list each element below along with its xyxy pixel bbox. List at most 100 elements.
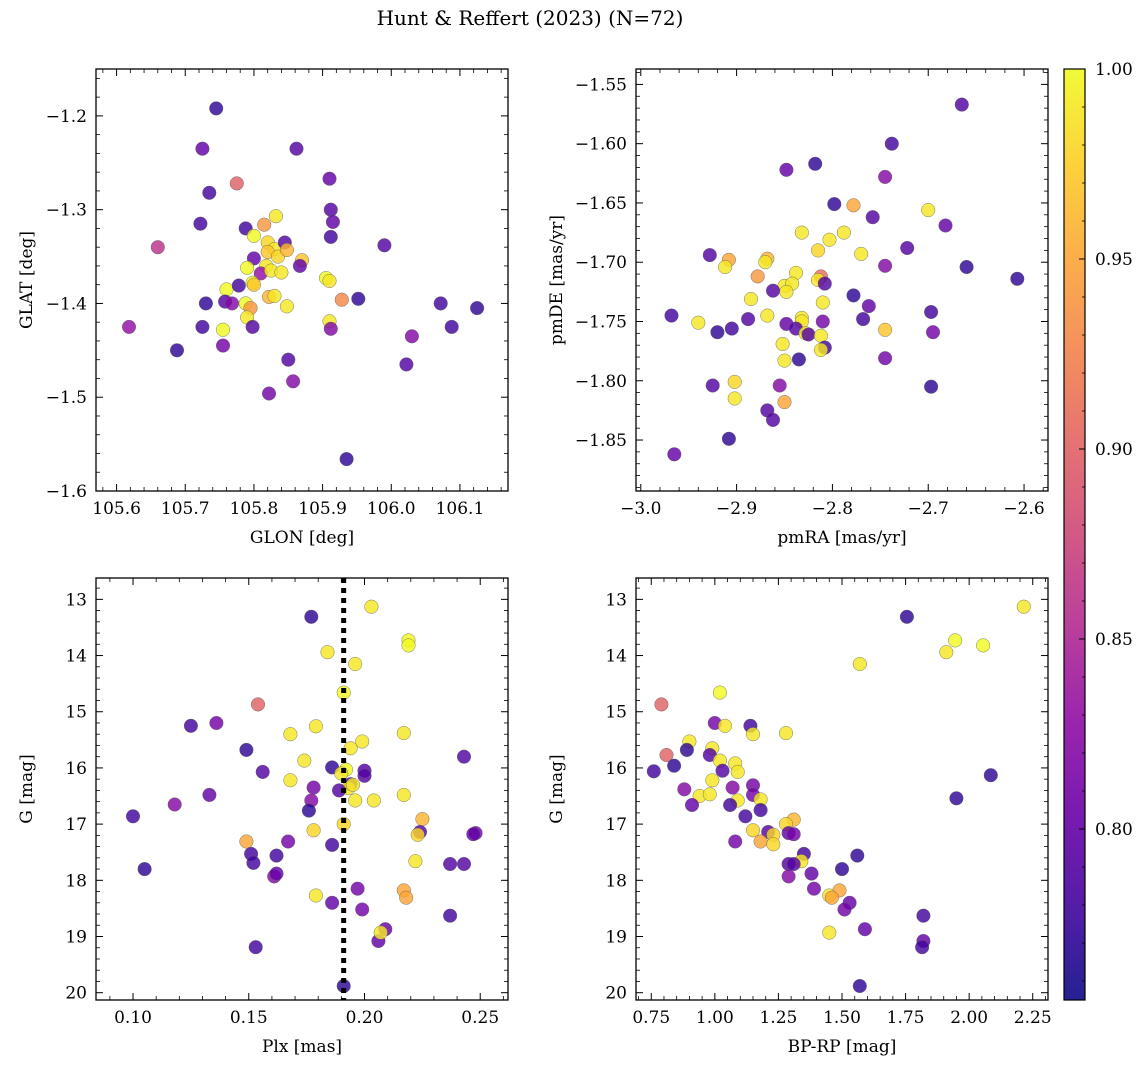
y-tick-label: −1.2 <box>46 107 87 127</box>
data-point <box>779 284 794 299</box>
points-pm <box>664 97 1025 462</box>
x-tick-label: 105.6 <box>92 499 141 519</box>
data-point <box>725 780 740 795</box>
data-point <box>466 827 481 842</box>
data-point <box>781 869 796 884</box>
x-tick-label: 1.50 <box>823 1008 861 1028</box>
panel-cmd: 0.75 1.00 1.25 1.50 1.75 2.00 2.25 13 14 15 16 17 18… <box>547 577 1052 1057</box>
y-axis-label: G [mag] <box>17 754 37 823</box>
y-tick-label: −1.70 <box>575 253 627 273</box>
data-point <box>817 276 832 291</box>
y-axis-label: pmDE [mas/yr] <box>547 215 567 345</box>
data-point <box>846 198 861 213</box>
data-point <box>404 329 419 344</box>
x-tick-label: 1.25 <box>759 1008 797 1028</box>
data-point <box>691 315 706 330</box>
data-point <box>916 908 931 923</box>
data-point <box>786 827 801 842</box>
data-point <box>377 238 392 253</box>
data-point <box>857 922 872 937</box>
data-point <box>443 857 458 872</box>
data-point <box>846 288 861 303</box>
data-point <box>938 218 953 233</box>
data-point <box>457 857 472 872</box>
data-point <box>125 809 140 824</box>
data-point <box>279 242 294 257</box>
data-point <box>292 258 307 273</box>
data-point <box>750 269 765 284</box>
data-point <box>246 228 261 243</box>
data-point <box>815 314 830 329</box>
data-point <box>444 319 459 334</box>
x-tick-label: 2.25 <box>1014 1008 1052 1028</box>
data-point <box>948 633 963 648</box>
data-point <box>804 866 819 881</box>
figure-title: Hunt & Reffert (2023) (N=72) <box>376 6 684 30</box>
y-tick-label: −1.5 <box>46 388 87 408</box>
data-point <box>202 185 217 200</box>
data-point <box>702 248 717 263</box>
data-point <box>396 787 411 802</box>
data-point <box>723 798 738 813</box>
x-tick-label: −2.7 <box>908 499 949 519</box>
data-point <box>286 374 301 389</box>
data-point <box>269 848 284 863</box>
data-point <box>224 296 239 311</box>
y-tick-label: 17 <box>605 815 627 835</box>
x-tick-label: −2.9 <box>716 499 757 519</box>
data-point <box>712 685 727 700</box>
data-point <box>899 609 914 624</box>
y-tick-label: −1.80 <box>575 372 627 392</box>
data-point <box>705 773 720 788</box>
data-point <box>169 343 184 358</box>
x-tick-label: −2.6 <box>1003 499 1044 519</box>
data-point <box>215 338 230 353</box>
x-tick-label: −2.8 <box>812 499 853 519</box>
data-point <box>766 283 781 298</box>
data-point <box>728 834 743 849</box>
y-tick-label: 15 <box>605 703 627 723</box>
data-point <box>824 890 839 905</box>
data-point <box>240 260 255 275</box>
data-point <box>777 395 792 410</box>
data-point <box>727 391 742 406</box>
data-point <box>766 837 781 852</box>
y-tick-label: −1.4 <box>46 294 87 314</box>
data-point <box>267 288 282 303</box>
data-point <box>775 337 790 352</box>
data-point <box>457 749 472 764</box>
data-point <box>926 325 941 340</box>
x-tick-label: 2.00 <box>950 1008 988 1028</box>
panel-pos: 105.6 105.7 105.8 105.9 106.0 106.1 −1.2 −1.3 −1… <box>17 68 509 548</box>
data-point <box>654 697 669 712</box>
data-point <box>396 726 411 741</box>
data-point <box>954 97 969 112</box>
data-point <box>322 171 337 186</box>
data-point <box>760 308 775 323</box>
x-axis-label: pmRA [mas/yr] <box>777 528 906 548</box>
data-point <box>348 657 363 672</box>
data-point <box>283 727 298 742</box>
data-point <box>702 787 717 802</box>
data-point <box>410 827 425 842</box>
y-axis-label: G [mag] <box>547 754 567 823</box>
data-point <box>320 645 335 660</box>
data-point <box>239 742 254 757</box>
data-point <box>822 232 837 247</box>
data-point <box>924 379 939 394</box>
data-point <box>323 321 338 336</box>
data-point <box>836 225 851 240</box>
x-tick-label: 0.10 <box>114 1008 152 1028</box>
data-point <box>229 176 244 191</box>
data-point <box>443 908 458 923</box>
data-point <box>939 645 954 660</box>
data-point <box>167 797 182 812</box>
data-point <box>1010 271 1025 286</box>
y-tick-label: 14 <box>605 647 627 667</box>
data-point <box>822 925 837 940</box>
y-tick-label: −1.6 <box>46 482 87 502</box>
data-point <box>959 260 974 275</box>
y-axis-label: GLAT [deg] <box>17 231 37 329</box>
data-point <box>245 319 260 334</box>
